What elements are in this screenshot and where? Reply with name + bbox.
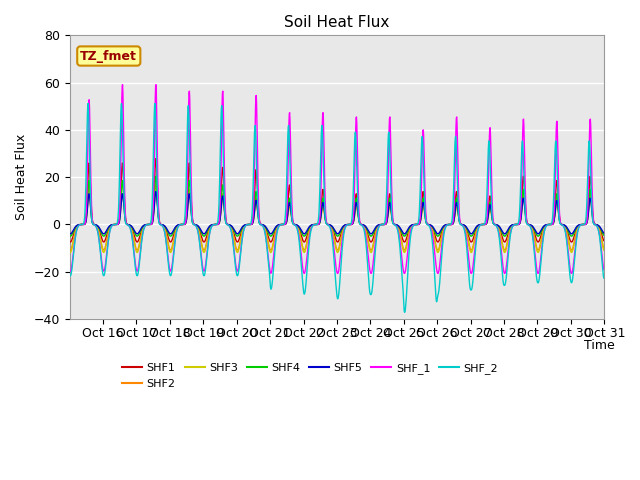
SHF_2 [84,101,92,107]
X-axis label: Time: Time [584,339,615,352]
Y-axis label: Soil Heat Flux: Soil Heat Flux [15,134,28,220]
SHF2 [66,247,74,253]
SHF1 [66,239,74,245]
SHF5 [150,213,157,218]
SHF3 [541,223,549,229]
SHF_2 [313,221,321,227]
SHF_1 [152,82,160,87]
SHF_2 [323,221,331,227]
SHF5 [66,231,74,237]
SHF4 [600,232,608,238]
SHF1 [66,239,74,245]
SHF2 [323,221,331,227]
SHF_1 [323,221,331,227]
SHF5 [323,221,331,227]
SHF4 [541,222,549,228]
SHF5 [594,222,602,228]
SHF_1 [313,222,321,228]
SHF3 [150,212,157,218]
SHF_2 [600,276,608,281]
SHF_1 [594,225,602,230]
SHF2 [150,206,157,212]
SHF5 [463,225,471,231]
SHF4 [313,222,321,228]
SHF_2 [66,273,74,279]
SHF5 [541,222,549,228]
SHF_1 [463,241,471,247]
Line: SHF5: SHF5 [70,192,604,234]
SHF4 [66,233,74,239]
SHF5 [600,230,608,236]
Text: TZ_fmet: TZ_fmet [81,49,137,62]
SHF_1 [541,224,549,230]
SHF4 [594,222,602,228]
SHF4 [463,226,471,232]
SHF_1 [149,206,157,212]
Line: SHF_1: SHF_1 [70,84,604,274]
SHF_1 [66,268,74,274]
SHF3 [152,186,160,192]
SHF_1 [600,267,608,273]
SHF1 [323,221,331,227]
Title: Soil Heat Flux: Soil Heat Flux [284,15,390,30]
SHF4 [152,173,160,179]
Legend: SHF1, SHF2, SHF3, SHF4, SHF5, SHF_1, SHF_2: SHF1, SHF2, SHF3, SHF4, SHF5, SHF_1, SHF… [118,359,502,393]
Line: SHF3: SHF3 [70,189,604,252]
SHF_2 [594,225,602,231]
SHF_2 [541,225,549,230]
SHF1 [152,156,160,161]
SHF2 [600,245,608,251]
SHF2 [463,232,471,238]
SHF3 [66,250,74,255]
SHF5 [66,231,74,237]
SHF4 [66,233,74,239]
SHF4 [323,221,331,227]
SHF2 [594,223,602,229]
SHF1 [541,223,549,228]
SHF1 [463,228,471,234]
SHF_2 [463,249,471,255]
Line: SHF1: SHF1 [70,158,604,242]
SHF2 [313,222,321,228]
SHF1 [150,204,157,210]
Line: SHF_2: SHF_2 [70,104,604,312]
SHF_1 [334,271,342,276]
SHF3 [323,221,331,227]
SHF2 [118,178,126,183]
SHF5 [152,189,160,194]
SHF2 [541,223,549,229]
SHF5 [313,222,321,228]
SHF1 [313,222,321,228]
SHF3 [463,233,471,239]
SHF1 [594,223,602,228]
SHF_2 [401,309,408,315]
SHF3 [594,223,602,229]
Line: SHF4: SHF4 [70,176,604,236]
SHF3 [66,250,74,255]
SHF2 [66,247,74,253]
SHF1 [600,238,608,243]
Line: SHF2: SHF2 [70,180,604,250]
SHF_2 [150,143,157,148]
SHF3 [313,222,321,228]
SHF3 [600,247,608,253]
SHF4 [150,209,157,215]
